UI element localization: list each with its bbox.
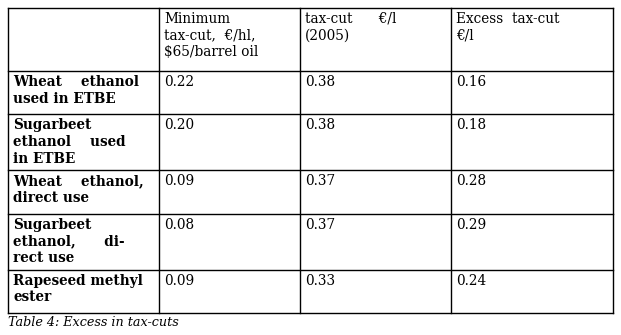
Text: 0.22: 0.22 — [164, 75, 194, 89]
Text: 0.16: 0.16 — [456, 75, 486, 89]
Text: Rapeseed methyl
ester: Rapeseed methyl ester — [13, 274, 143, 305]
Text: Minimum
tax-cut,  €/hl,
$65/barrel oil: Minimum tax-cut, €/hl, $65/barrel oil — [164, 12, 258, 60]
Text: tax-cut      €/l
(2005): tax-cut €/l (2005) — [306, 12, 397, 43]
Text: 0.29: 0.29 — [456, 218, 486, 232]
Text: Wheat    ethanol
used in ETBE: Wheat ethanol used in ETBE — [13, 75, 139, 106]
Text: 0.20: 0.20 — [164, 119, 194, 132]
Text: 0.09: 0.09 — [164, 274, 194, 288]
Text: Sugarbeet
ethanol,      di-
rect use: Sugarbeet ethanol, di- rect use — [13, 218, 125, 265]
Text: 0.28: 0.28 — [456, 175, 486, 188]
Text: 0.24: 0.24 — [456, 274, 486, 288]
Text: 0.08: 0.08 — [164, 218, 194, 232]
Text: 0.37: 0.37 — [306, 218, 335, 232]
Text: 0.18: 0.18 — [456, 119, 486, 132]
Text: 0.33: 0.33 — [306, 274, 335, 288]
Text: 0.37: 0.37 — [306, 175, 335, 188]
Text: 0.38: 0.38 — [306, 119, 335, 132]
Text: Excess  tax-cut
€/l: Excess tax-cut €/l — [456, 12, 560, 43]
Text: Table 4: Excess in tax-cuts: Table 4: Excess in tax-cuts — [8, 316, 179, 329]
Text: 0.38: 0.38 — [306, 75, 335, 89]
Text: Sugarbeet
ethanol    used
in ETBE: Sugarbeet ethanol used in ETBE — [13, 119, 125, 166]
Text: 0.09: 0.09 — [164, 175, 194, 188]
Text: Wheat    ethanol,
direct use: Wheat ethanol, direct use — [13, 175, 143, 205]
